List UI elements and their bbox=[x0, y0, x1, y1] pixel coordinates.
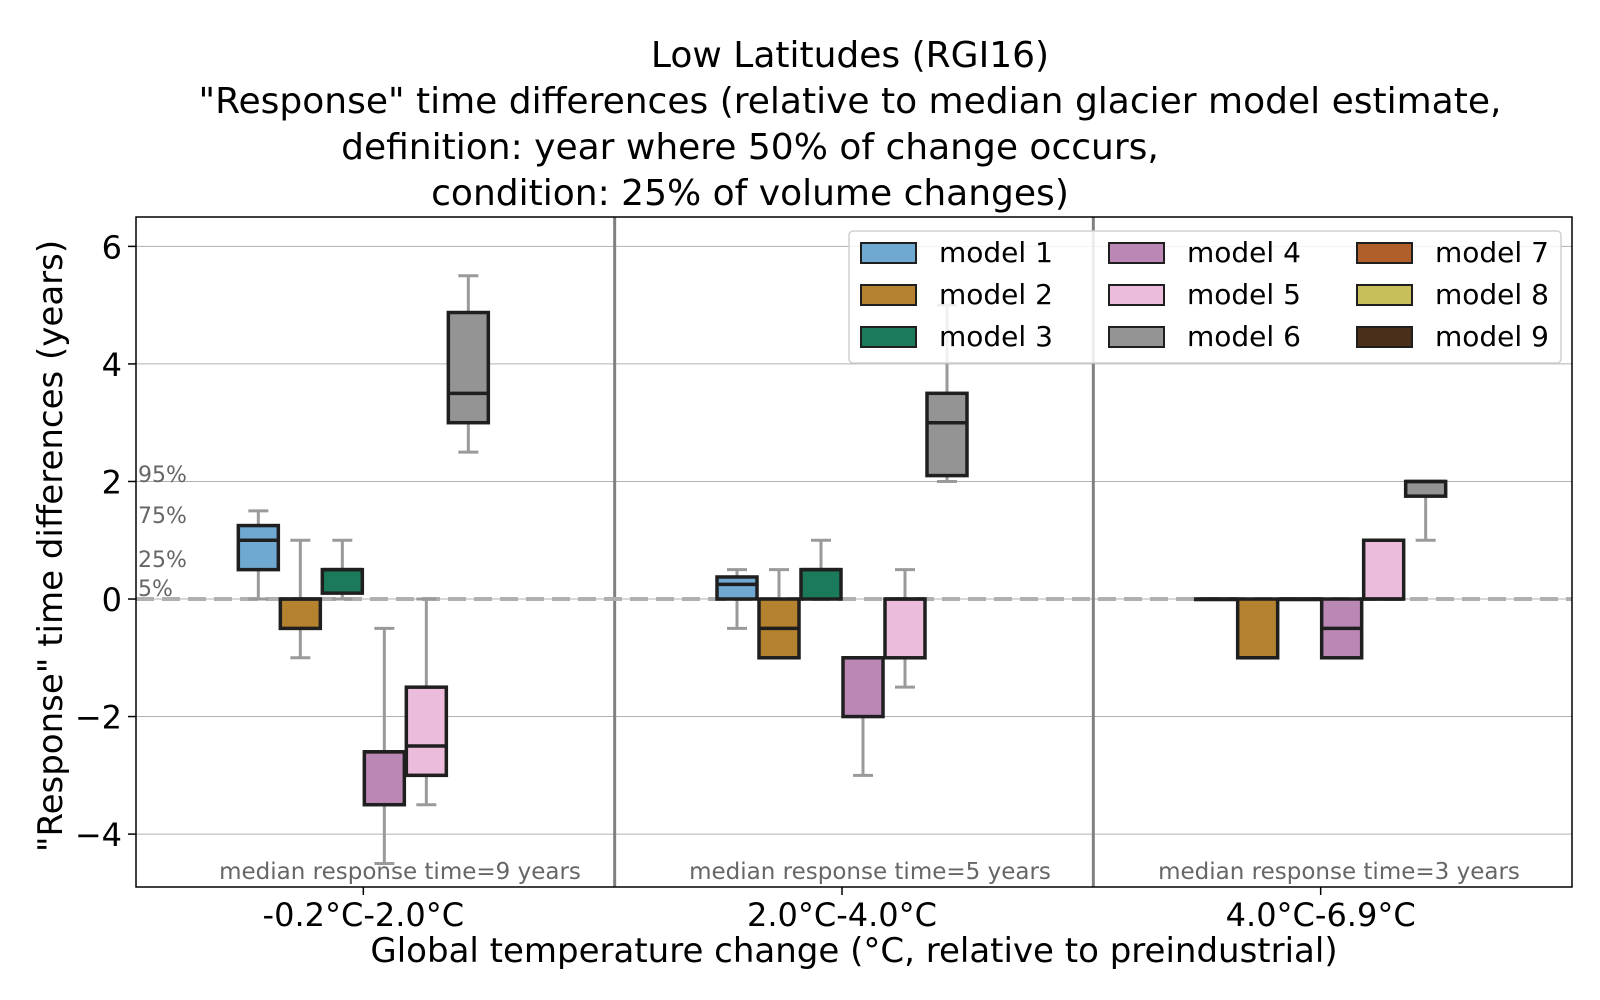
box-iqr bbox=[236, 523, 281, 572]
legend-item-model-2: model 2 bbox=[860, 278, 1053, 311]
legend-item-model-3: model 3 bbox=[860, 320, 1053, 353]
box-iqr bbox=[278, 597, 323, 631]
percentile-95: 95% bbox=[138, 463, 187, 488]
legend-item-model-7: model 7 bbox=[1356, 236, 1549, 269]
median-annotation-1: median response time=9 years bbox=[219, 859, 581, 885]
legend-label: model 9 bbox=[1435, 320, 1549, 353]
box-model-1-group-3 bbox=[1193, 597, 1238, 602]
y-ticks: −4 −2 0 2 4 6 bbox=[75, 228, 136, 854]
y-tick-label: 0 bbox=[102, 581, 122, 619]
chart-title: Low Latitudes (RGI16) "Response" time di… bbox=[199, 35, 1502, 214]
x-tick-label: 4.0°C-6.9°C bbox=[1226, 896, 1416, 934]
legend-swatch bbox=[1356, 326, 1413, 348]
legend-swatch bbox=[1108, 242, 1165, 264]
box-model-1-group-1 bbox=[236, 509, 281, 601]
box-model-3-group-1 bbox=[320, 538, 365, 601]
box-model-4-group-1 bbox=[362, 626, 407, 865]
box-iqr bbox=[1361, 538, 1406, 601]
box-model-3-group-2 bbox=[799, 538, 843, 601]
legend-label: model 2 bbox=[939, 278, 1053, 311]
box-model-2-group-1 bbox=[278, 538, 323, 660]
box-model-2-group-3 bbox=[1235, 597, 1280, 660]
legend-swatch bbox=[1108, 284, 1165, 306]
legend-swatch bbox=[860, 284, 917, 306]
legend-swatch bbox=[1108, 326, 1165, 348]
percentile-labels: 95% 75% 25% 5% bbox=[138, 463, 187, 602]
legend-label: model 5 bbox=[1187, 278, 1301, 311]
legend: model 1 model 2 model 3 model 4 model 5 model… bbox=[848, 230, 1562, 364]
legend-label: model 4 bbox=[1187, 236, 1301, 269]
box-model-5-group-1 bbox=[404, 597, 449, 807]
box-iqr bbox=[404, 685, 449, 778]
box-model-6-group-3 bbox=[1403, 479, 1448, 542]
y-tick-label: 2 bbox=[102, 463, 122, 501]
legend-label: model 1 bbox=[939, 236, 1053, 269]
box-model-5-group-2 bbox=[883, 568, 927, 689]
box-model-4-group-2 bbox=[841, 656, 885, 777]
legend-item-model-6: model 6 bbox=[1108, 320, 1301, 353]
box-iqr bbox=[320, 567, 365, 595]
legend-swatch bbox=[860, 326, 917, 348]
title-line-4: condition: 25% of volume changes) bbox=[431, 173, 1069, 214]
box-iqr bbox=[799, 567, 843, 601]
box-iqr bbox=[715, 575, 759, 601]
percentile-5: 5% bbox=[138, 577, 173, 602]
x-tick-label: 2.0°C-4.0°C bbox=[747, 896, 937, 934]
legend-item-model-8: model 8 bbox=[1356, 278, 1549, 311]
x-ticks: -0.2°C-2.0°C 2.0°C-4.0°C 4.0°C-6.9°C bbox=[263, 887, 1416, 934]
box-model-3-group-3 bbox=[1277, 597, 1322, 602]
legend-label: model 7 bbox=[1435, 236, 1549, 269]
legend-swatch bbox=[1356, 284, 1413, 306]
legend-item-model-4: model 4 bbox=[1108, 236, 1301, 269]
median-annotation-3: median response time=3 years bbox=[1158, 859, 1520, 885]
box-iqr bbox=[446, 310, 491, 425]
box-iqr bbox=[925, 391, 969, 478]
median-annotations: median response time=9 years median resp… bbox=[219, 859, 1520, 885]
y-tick-label: −2 bbox=[75, 699, 122, 737]
box-model-2-group-2 bbox=[757, 568, 801, 660]
legend-label: model 3 bbox=[939, 320, 1053, 353]
y-tick-label: 6 bbox=[102, 228, 122, 266]
title-line-3: definition: year where 50% of change occ… bbox=[341, 127, 1159, 168]
plot-frame bbox=[135, 216, 1573, 888]
legend-label: model 8 bbox=[1435, 278, 1549, 311]
percentile-75: 75% bbox=[138, 504, 187, 529]
box-model-1-group-2 bbox=[715, 568, 759, 630]
box-iqr bbox=[1235, 597, 1280, 660]
title-line-2: "Response" time differences (relative to… bbox=[199, 81, 1502, 122]
legend-swatch bbox=[860, 242, 917, 264]
box-iqr bbox=[841, 656, 885, 719]
box-iqr bbox=[883, 597, 927, 660]
legend-item-model-5: model 5 bbox=[1108, 278, 1301, 311]
box-model-4-group-3 bbox=[1319, 597, 1364, 660]
legend-item-model-9: model 9 bbox=[1356, 320, 1549, 353]
title-line-1: Low Latitudes (RGI16) bbox=[651, 35, 1049, 76]
x-tick-label: -0.2°C-2.0°C bbox=[263, 896, 465, 934]
box-model-5-group-3 bbox=[1361, 538, 1406, 601]
legend-label: model 6 bbox=[1187, 320, 1301, 353]
y-tick-label: 4 bbox=[102, 346, 122, 384]
box-model-6-group-1 bbox=[446, 274, 491, 454]
box-iqr bbox=[1403, 479, 1448, 498]
legend-swatch bbox=[1356, 242, 1413, 264]
percentile-25: 25% bbox=[138, 548, 187, 573]
y-tick-label: −4 bbox=[75, 816, 122, 854]
x-axis-label: Global temperature change (°C, relative … bbox=[370, 931, 1337, 971]
legend-item-model-1: model 1 bbox=[860, 236, 1053, 269]
box-iqr bbox=[362, 750, 407, 807]
median-annotation-2: median response time=5 years bbox=[689, 859, 1051, 885]
y-axis-label: "Response" time differences (years) bbox=[31, 240, 71, 852]
